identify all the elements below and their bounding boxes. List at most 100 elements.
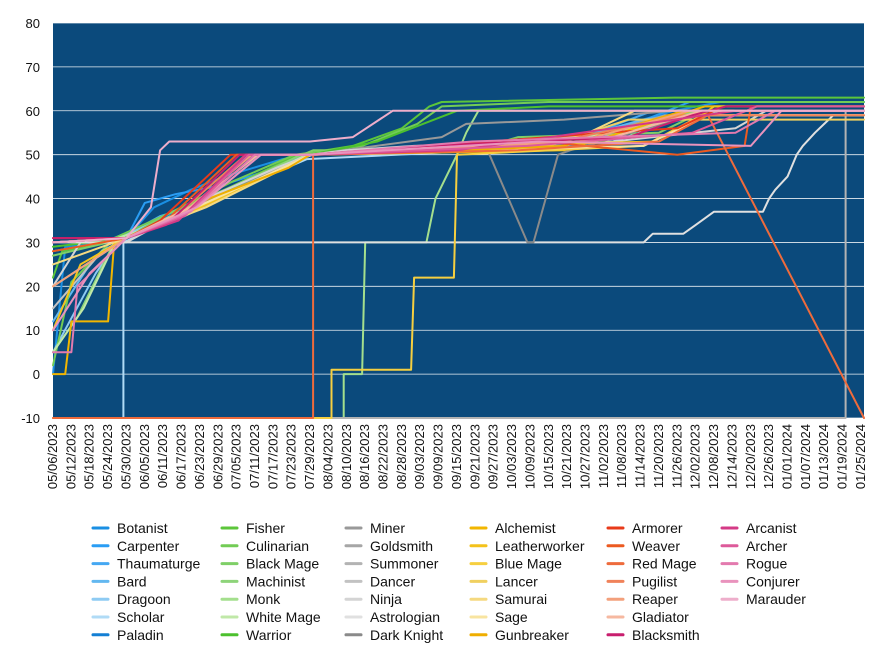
x-tick-label: 11/14/2023	[633, 424, 648, 488]
y-tick-label: 80	[26, 16, 40, 31]
legend-label: Blacksmith	[632, 627, 700, 643]
legend-item: Weaver	[606, 538, 680, 554]
y-tick-label: -10	[21, 411, 40, 426]
y-tick-label: 60	[26, 104, 40, 119]
legend-label: Arcanist	[746, 520, 797, 536]
legend-item: Pugilist	[606, 573, 677, 589]
x-tick-label: 11/26/2023	[669, 424, 684, 488]
x-tick-label: 12/02/2023	[688, 424, 703, 489]
legend-label: Paladin	[117, 627, 164, 643]
y-tick-label: 30	[26, 235, 40, 250]
plot-area	[53, 23, 864, 418]
x-tick-label: 05/30/2023	[118, 424, 133, 489]
x-tick-label: 08/28/2023	[394, 424, 409, 489]
legend-label: Dragoon	[117, 591, 171, 607]
legend-label: Scholar	[117, 609, 165, 625]
x-tick-label: 10/27/2023	[578, 424, 593, 489]
legend-item: Dancer	[344, 573, 415, 589]
legend-label: Goldsmith	[370, 538, 433, 554]
x-tick-label: 12/20/2023	[743, 424, 758, 489]
x-tick-label: 08/22/2023	[376, 424, 391, 489]
x-tick-label: 01/13/2024	[816, 424, 831, 489]
series-line-conjurer	[52, 109, 865, 332]
x-tick-label: 01/25/2024	[853, 424, 868, 489]
legend-item: Archer	[720, 538, 788, 554]
x-tick-label: 06/17/2023	[174, 424, 189, 489]
legend-item: Gunbreaker	[469, 627, 569, 643]
x-tick-label: 12/14/2023	[724, 424, 739, 489]
legend-item: Armorer	[606, 520, 683, 536]
legend-item: Astrologian	[344, 609, 440, 625]
legend-item: Leatherworker	[469, 538, 585, 554]
legend-item: Ninja	[344, 591, 402, 607]
legend-label: Blue Mage	[495, 556, 562, 572]
legend-label: Miner	[370, 520, 405, 536]
x-tick-label: 10/21/2023	[559, 424, 574, 489]
legend-label: Gunbreaker	[495, 627, 569, 643]
legend-label: Archer	[746, 538, 788, 554]
legend-label: Botanist	[117, 520, 168, 536]
x-tick-label: 10/15/2023	[541, 424, 556, 489]
x-tick-label: 10/09/2023	[522, 424, 537, 489]
legend-item: Dark Knight	[344, 627, 443, 643]
x-tick-label: 06/23/2023	[192, 424, 207, 489]
x-tick-label: 07/05/2023	[229, 424, 244, 489]
legend-label: Leatherworker	[495, 538, 585, 554]
x-tick-label: 09/27/2023	[486, 424, 501, 489]
legend-label: White Mage	[246, 609, 321, 625]
legend-item: White Mage	[220, 609, 321, 625]
legend-label: Summoner	[370, 556, 439, 572]
series-layer	[52, 96, 865, 419]
x-tick-label: 01/19/2024	[835, 424, 850, 489]
series-line-blue-mage	[52, 114, 865, 419]
series-line-rogue	[52, 109, 865, 354]
legend-item: Goldsmith	[344, 538, 433, 554]
legend-label: Warrior	[246, 627, 292, 643]
legend-label: Sage	[495, 609, 528, 625]
legend-label: Marauder	[746, 591, 806, 607]
x-axis: 05/06/2023 05/12/2023 05/18/2023 05/24/2023…	[45, 424, 868, 489]
x-tick-label: 08/10/2023	[339, 424, 354, 489]
legend-item: Summoner	[344, 556, 439, 572]
legend-label: Lancer	[495, 573, 538, 589]
legend-item: Marauder	[720, 591, 806, 607]
legend-label: Black Mage	[246, 556, 319, 572]
legend-item: Machinist	[220, 573, 305, 589]
series-line-marauder	[52, 109, 865, 244]
y-tick-label: 40	[26, 192, 40, 207]
legend-item: Alchemist	[469, 520, 556, 536]
x-tick-label: 09/03/2023	[412, 424, 427, 489]
legend-item: Rogue	[720, 556, 787, 572]
x-tick-label: 05/18/2023	[82, 424, 97, 489]
legend-item: Bard	[91, 573, 147, 589]
legend-label: Monk	[246, 591, 281, 607]
x-tick-label: 06/11/2023	[155, 424, 170, 488]
legend-item: Miner	[344, 520, 405, 536]
legend-item: Thaumaturge	[91, 556, 200, 572]
legend-item: Conjurer	[720, 573, 800, 589]
x-tick-label: 07/11/2023	[247, 424, 262, 488]
x-tick-label: 12/26/2023	[761, 424, 776, 489]
legend-label: Rogue	[746, 556, 787, 572]
x-tick-label: 07/23/2023	[284, 424, 299, 489]
legend-label: Carpenter	[117, 538, 180, 554]
legend-label: Bard	[117, 573, 147, 589]
legend-item: Warrior	[220, 627, 292, 643]
legend-label: Weaver	[632, 538, 680, 554]
x-tick-label: 05/24/2023	[100, 424, 115, 489]
legend-item: Arcanist	[720, 520, 797, 536]
legend-label: Armorer	[632, 520, 683, 536]
legend-item: Sage	[469, 609, 528, 625]
legend-item: Dragoon	[91, 591, 171, 607]
legend-label: Samurai	[495, 591, 547, 607]
legend-item: Samurai	[469, 591, 547, 607]
x-tick-label: 09/09/2023	[431, 424, 446, 489]
x-tick-label: 12/08/2023	[706, 424, 721, 489]
legend-label: Conjurer	[746, 573, 800, 589]
legend-item: Reaper	[606, 591, 678, 607]
series-line-black-mage	[52, 109, 865, 257]
x-tick-label: 11/20/2023	[651, 424, 666, 488]
y-tick-label: 20	[26, 279, 40, 294]
y-axis: -10 0 10 20 30 40 50 60 70 80	[21, 16, 40, 426]
